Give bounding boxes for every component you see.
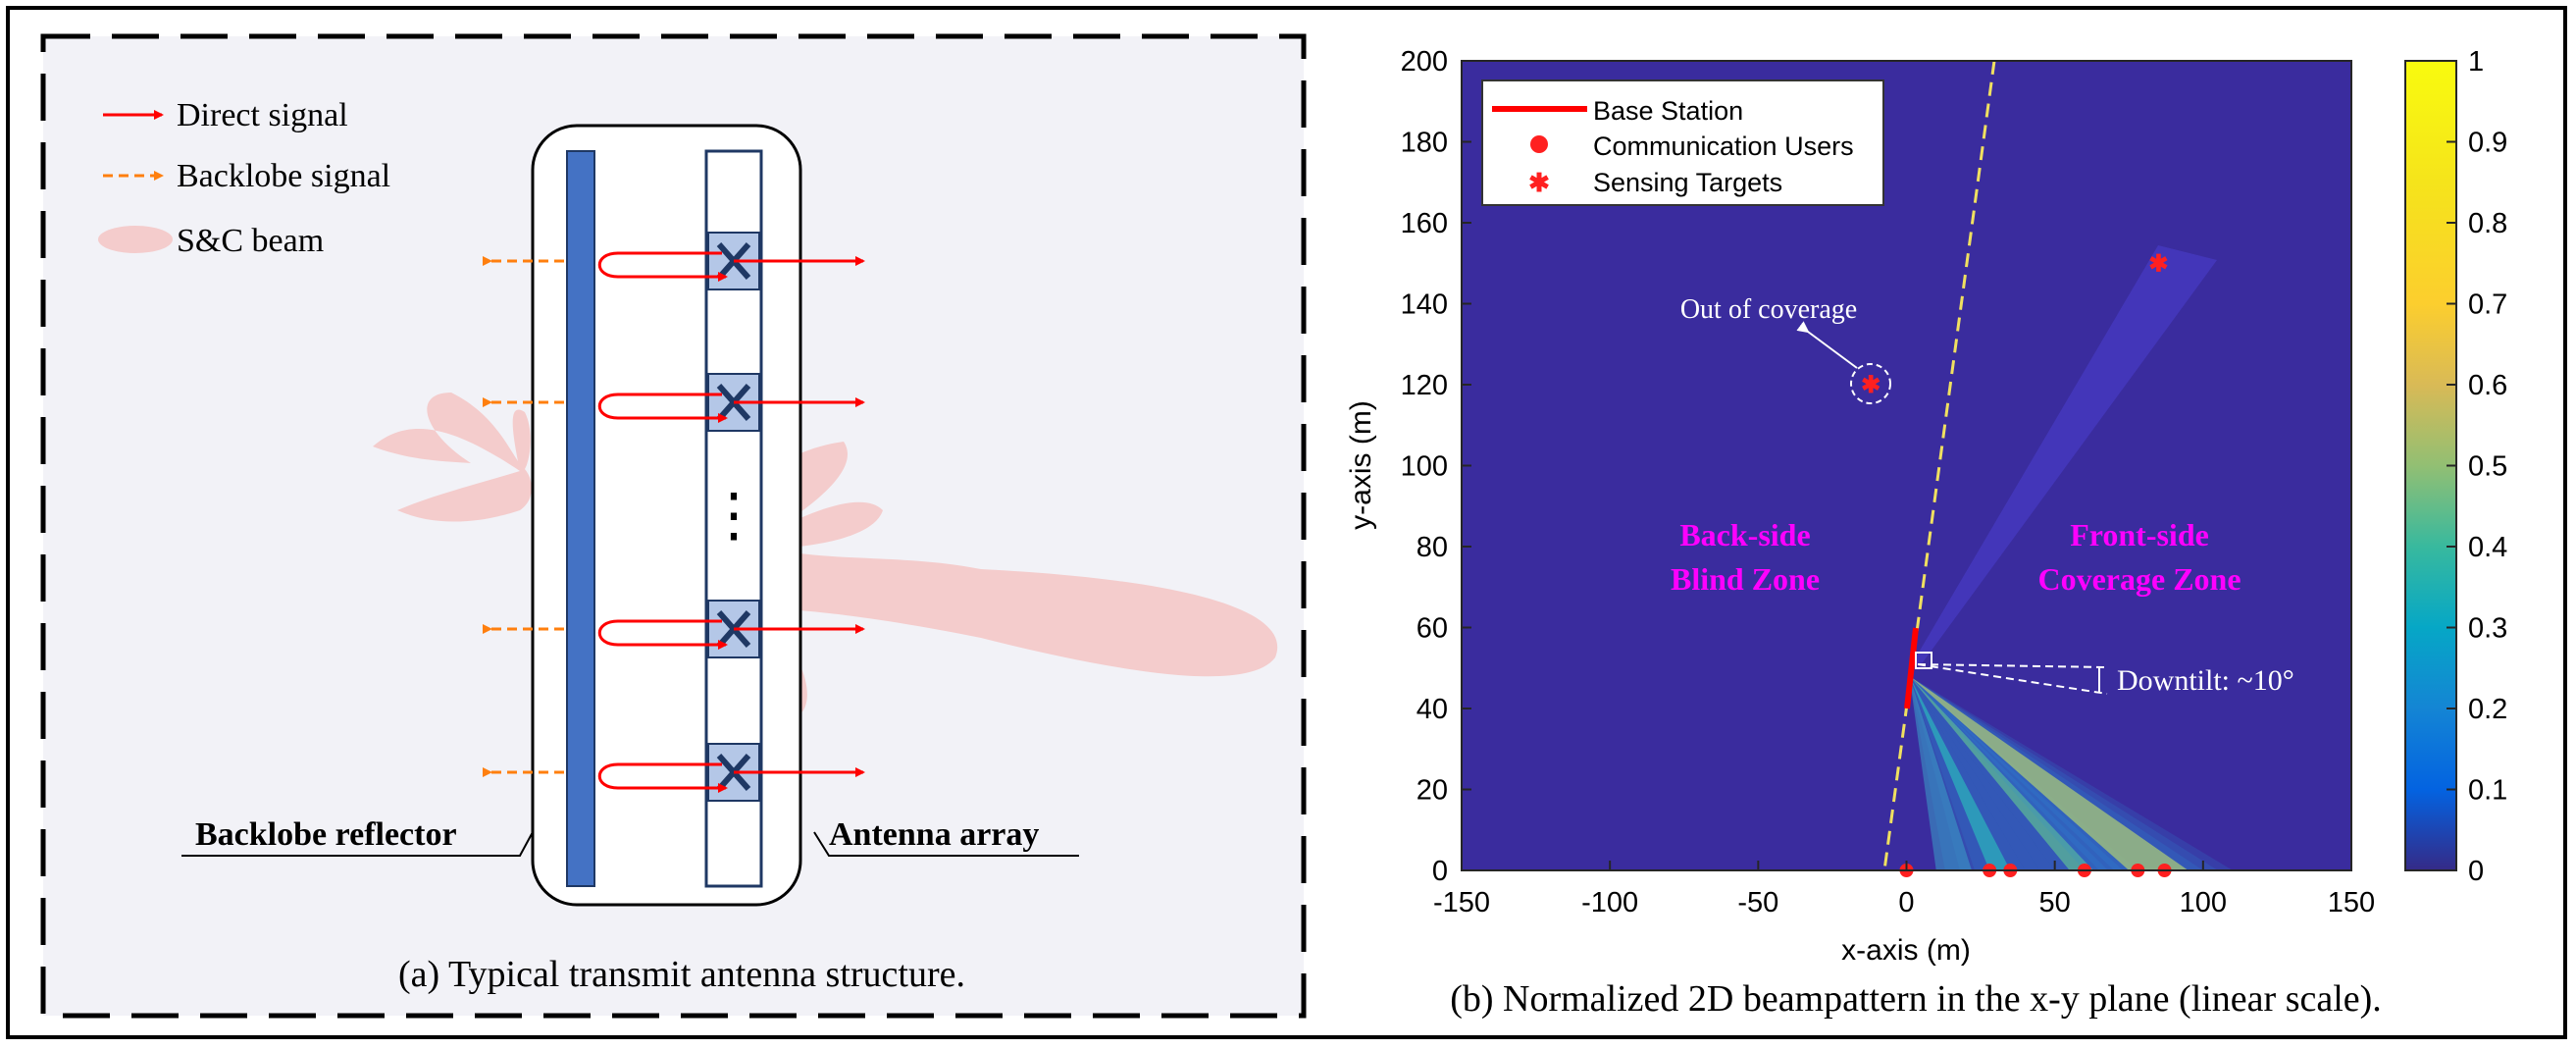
reflected-signal-arrow	[597, 393, 728, 423]
x-tick-label: -150	[1433, 887, 1490, 918]
reflected-signal-arrow	[597, 251, 728, 282]
y-tick-label: 0	[1432, 856, 1448, 887]
out-of-coverage-label: Out of coverage	[1680, 294, 1857, 325]
beam-legend-icon	[98, 226, 173, 253]
downtilt-label: Downtilt: ~10°	[2117, 664, 2294, 697]
front-zone-label-1: Front-side	[2070, 517, 2209, 552]
y-tick-label: 200	[1401, 46, 1448, 78]
x-tick-label: -100	[1581, 887, 1638, 918]
colorbar-tick-label: 0.7	[2468, 289, 2507, 321]
out-of-coverage-circle	[1850, 363, 1891, 404]
y-tick-label: 140	[1401, 289, 1448, 321]
beam-fan	[1909, 676, 2234, 870]
colorbar-tick-label: 0.5	[2468, 451, 2507, 483]
y-tick-label: 160	[1401, 208, 1448, 239]
downtilt-horizon-line	[1917, 663, 2108, 668]
colorbar-tick-label: 0.4	[2468, 532, 2507, 563]
panel-b: Downtilt: ~10° Out of coverage Back-side…	[1345, 46, 2507, 1020]
y-axis-label: y-axis (m)	[1345, 400, 1377, 530]
beam-fans	[1909, 676, 2234, 870]
direct-signal-legend-label: Direct signal	[177, 97, 348, 133]
array-ellipsis: ⋮	[704, 483, 763, 548]
sensing-target-marker: ✱	[2148, 250, 2168, 277]
x-axis-ticks: -150 -100 -50 0 50 100 150	[1433, 861, 2375, 918]
beam-lobe	[1909, 676, 2234, 870]
sensing-target-marker: ✱	[1861, 372, 1880, 398]
beam-lobe	[1909, 676, 2218, 870]
targets-legend-marker: ✱	[1528, 168, 1550, 197]
plot-legend-box	[1481, 79, 1884, 206]
users-legend-marker	[1530, 135, 1548, 153]
x-tick-label: 0	[1898, 887, 1914, 918]
beam-layer	[1909, 245, 2234, 870]
beam-lobe	[1909, 676, 2124, 870]
beam-lobe	[1909, 676, 2011, 870]
back-zone-label-2: Blind Zone	[1671, 561, 1820, 597]
panel-a-caption: (a) Typical transmit antenna structure.	[398, 954, 965, 995]
targets-legend-label: Sensing Targets	[1593, 168, 1782, 197]
colorbar-tick-label: 0.3	[2468, 613, 2507, 645]
beam-lobe	[1909, 676, 2109, 870]
y-tick-label: 180	[1401, 128, 1448, 159]
y-tick-label: 120	[1401, 370, 1448, 401]
y-tick-label: 40	[1417, 694, 1448, 725]
coverage-boundary-line	[1882, 60, 1996, 871]
antenna-array-label: Antenna array	[829, 816, 1039, 853]
reflected-signal-arrow	[597, 762, 728, 793]
out-of-coverage-arrow	[1796, 321, 1858, 369]
base-station-legend-label: Base Station	[1593, 96, 1743, 126]
x-axis-label: x-axis (m)	[1841, 934, 1971, 967]
y-tick-label: 80	[1417, 532, 1448, 563]
y-tick-label: 100	[1401, 451, 1448, 483]
panel-a: Direct signal Backlobe signal S&C beam ⋮…	[40, 33, 1307, 1019]
reflected-signal-arrow	[597, 619, 728, 650]
back-zone-label-1: Back-side	[1679, 517, 1810, 552]
base-station-marker	[1904, 627, 1919, 709]
beam-lobe	[1909, 676, 2026, 870]
reflector-label-leader	[181, 831, 534, 857]
users-legend-label: Communication Users	[1593, 131, 1854, 161]
x-tick-label: 100	[2180, 887, 2227, 918]
backlobe-signal-legend-label: Backlobe signal	[177, 158, 390, 194]
figure-frame	[6, 6, 2567, 1039]
colorbar-tick-label: 0.8	[2468, 208, 2507, 239]
backlobe-reflector-bar	[566, 150, 595, 887]
x-tick-label: -50	[1737, 887, 1778, 918]
y-tick-label: 60	[1417, 613, 1448, 645]
colorbar-tick-label: 0.9	[2468, 128, 2507, 159]
y-tick-label: 20	[1417, 775, 1448, 807]
beam-fan	[1909, 676, 1973, 870]
main-beam-shape	[712, 442, 1278, 718]
upper-sidelobe-glow	[1910, 245, 2217, 667]
antenna-elements	[483, 232, 865, 802]
colorbar-ticks: 0 0.1 0.2 0.3 0.4 0.5 0.6 0.7 0.8 0.9 1	[2447, 46, 2507, 887]
right-angle-marker	[1915, 652, 1932, 669]
colorbar-tick-label: 1	[2468, 46, 2484, 78]
beam-lobe	[1909, 676, 2093, 870]
beam-lobe	[1909, 676, 2040, 870]
front-zone-label-2: Coverage Zone	[2037, 561, 2241, 597]
beam-lobe	[1909, 676, 2203, 870]
colorbar-tick-label: 0.1	[2468, 775, 2507, 807]
beam-lobe	[1909, 676, 1973, 870]
beam-legend-label: S&C beam	[177, 223, 324, 259]
x-tick-label: 50	[2039, 887, 2071, 918]
backlobe-beam-shape	[373, 393, 532, 522]
array-label-leader	[813, 831, 1079, 857]
plot-legend: Base Station Communication Users ✱ Sensi…	[1481, 79, 1884, 206]
beam-lobe	[1909, 676, 2189, 870]
backlobe-reflector-label: Backlobe reflector	[195, 816, 457, 853]
panel-b-caption: (b) Normalized 2D beampattern in the x-y…	[1450, 978, 2382, 1020]
colorbar-tick-label: 0.2	[2468, 694, 2507, 725]
colorbar-tick-label: 0	[2468, 856, 2484, 887]
colorbar-tick-label: 0.6	[2468, 370, 2507, 401]
panel-a-legend: Direct signal Backlobe signal S&C beam	[98, 97, 390, 259]
x-tick-label: 150	[2328, 887, 2375, 918]
y-axis-ticks: 0 20 40 60 80 100 120 140 160 180 200	[1401, 46, 1471, 887]
downtilt-beam-line	[1917, 663, 2108, 695]
data-markers: ✱✱	[1861, 250, 2172, 877]
